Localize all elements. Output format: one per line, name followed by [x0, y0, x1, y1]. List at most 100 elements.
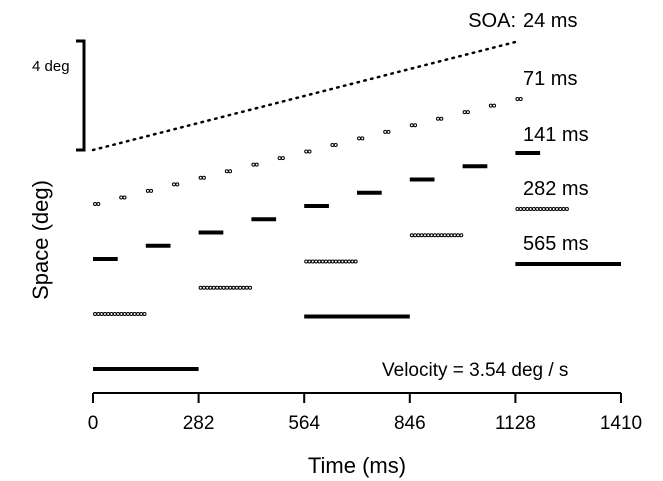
dot-mark: [123, 313, 126, 316]
dot-mark: [94, 313, 97, 316]
dot-mark: [235, 286, 238, 289]
dot-mark: [146, 189, 149, 192]
segment-dots: [173, 183, 179, 186]
dot-mark: [440, 117, 443, 120]
dot-mark: [281, 157, 284, 160]
dot-mark: [209, 286, 212, 289]
dot-mark: [348, 260, 351, 263]
dot-mark: [249, 286, 252, 289]
dot-mark: [351, 260, 354, 263]
dot-mark: [344, 260, 347, 263]
dot-mark: [123, 196, 126, 199]
dot-mark: [440, 234, 443, 237]
velocity-label: Velocity = 3.54 deg / s: [382, 360, 568, 381]
dot-mark: [384, 130, 387, 133]
dot-mark: [529, 208, 532, 211]
dot-mark: [100, 313, 103, 316]
series-label: 282 ms: [523, 178, 589, 200]
segment-dots: [199, 176, 205, 179]
dot-mark: [328, 260, 331, 263]
dot-mark: [358, 137, 361, 140]
dot-mark: [173, 183, 176, 186]
dot-mark: [232, 286, 235, 289]
segment-dots: [305, 150, 311, 153]
dot-mark: [331, 143, 334, 146]
series-line: [93, 42, 515, 150]
dot-mark: [417, 234, 420, 237]
segment-dots: [252, 163, 258, 166]
dot-mark: [466, 111, 469, 114]
dot-mark: [546, 208, 549, 211]
dot-mark: [216, 286, 219, 289]
dot-mark: [450, 234, 453, 237]
dot-mark: [199, 286, 202, 289]
series-label: 565 ms: [523, 233, 589, 255]
dot-mark: [493, 104, 496, 107]
dot-mark: [206, 286, 209, 289]
segment-dots: [331, 143, 337, 146]
dot-mark: [136, 313, 139, 316]
segment-dots: [278, 157, 284, 160]
dot-mark: [331, 260, 334, 263]
dot-mark: [519, 98, 522, 101]
dot-mark: [130, 313, 133, 316]
dot-mark: [519, 208, 522, 211]
dot-mark: [229, 286, 232, 289]
dot-mark: [562, 208, 565, 211]
dot-mark: [120, 196, 123, 199]
x-tick-label: 1128: [495, 413, 536, 434]
dot-mark: [325, 260, 328, 263]
dot-mark: [334, 143, 337, 146]
series-label: 24 ms: [523, 10, 577, 32]
dot-mark: [556, 208, 559, 211]
y-axis-label: Space (deg): [28, 180, 53, 300]
dot-mark: [308, 150, 311, 153]
segment-dots: [410, 124, 416, 127]
dot-mark: [414, 234, 417, 237]
dot-mark: [305, 260, 308, 263]
dot-mark: [539, 208, 542, 211]
dot-mark: [552, 208, 555, 211]
scale-bar: [76, 41, 84, 150]
dot-mark: [536, 208, 539, 211]
dot-mark: [242, 286, 245, 289]
dot-mark: [430, 234, 433, 237]
segment-dots: [437, 117, 443, 120]
segment-dots: [358, 137, 364, 140]
dot-mark: [489, 104, 492, 107]
segment-dots: [146, 189, 152, 192]
dot-mark: [532, 208, 535, 211]
dot-mark: [199, 176, 202, 179]
dot-mark: [308, 260, 311, 263]
dot-mark: [437, 234, 440, 237]
dot-mark: [420, 234, 423, 237]
segment-dots: [94, 313, 147, 316]
dot-mark: [229, 170, 232, 173]
dot-mark: [255, 163, 258, 166]
segment-dots: [516, 98, 522, 101]
dot-mark: [222, 286, 225, 289]
segment-dots: [463, 111, 469, 114]
dot-mark: [315, 260, 318, 263]
x-tick-label: 0: [88, 413, 99, 434]
dot-mark: [443, 234, 446, 237]
series-label: 71 ms: [523, 68, 577, 90]
segment-dots: [94, 203, 100, 206]
dot-mark: [252, 163, 255, 166]
segment-dots: [516, 208, 569, 211]
x-tick-label: 1410: [600, 413, 642, 434]
dot-mark: [311, 260, 314, 263]
dot-mark: [453, 234, 456, 237]
dot-mark: [150, 189, 153, 192]
dot-mark: [226, 286, 229, 289]
dot-mark: [410, 124, 413, 127]
dot-mark: [305, 150, 308, 153]
dot-mark: [427, 234, 430, 237]
dot-mark: [278, 157, 281, 160]
dot-mark: [120, 313, 123, 316]
x-tick-label: 846: [394, 413, 426, 434]
dot-mark: [334, 260, 337, 263]
dot-mark: [225, 170, 228, 173]
dot-mark: [103, 313, 106, 316]
